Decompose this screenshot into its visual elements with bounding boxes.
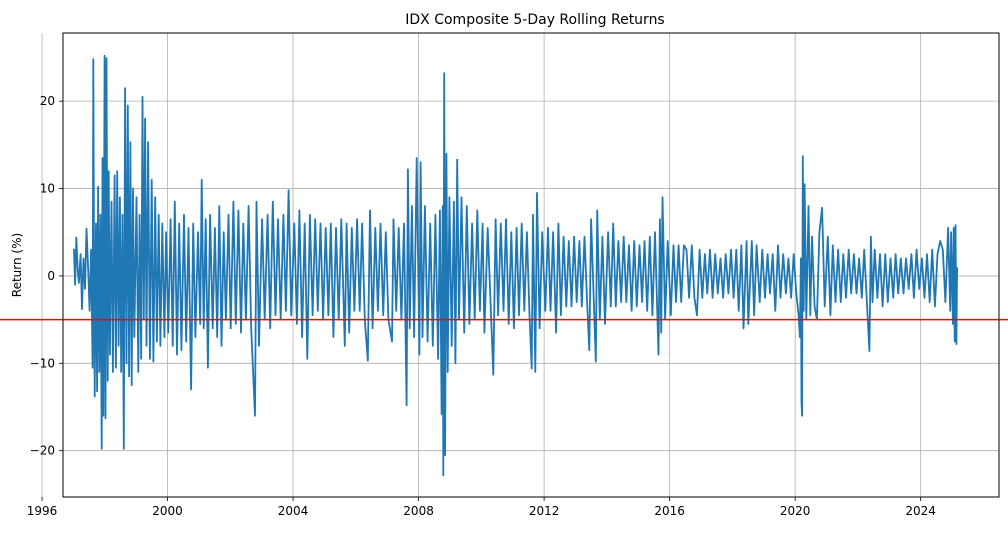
x-tick-label: 1996 (27, 504, 58, 518)
y-tick-label: −10 (30, 356, 55, 370)
y-tick-label: 0 (47, 269, 55, 283)
y-tick-label: 20 (40, 94, 55, 108)
y-axis: −20 −10 0 10 20 (30, 94, 63, 458)
y-tick-label: −20 (30, 444, 55, 458)
plot-area-frame (62, 32, 1000, 498)
x-tick-label: 2004 (278, 504, 309, 518)
chart-title: IDX Composite 5-Day Rolling Returns (405, 12, 664, 28)
x-tick-label: 2000 (152, 504, 183, 518)
x-axis: 1996 2000 2004 2008 2012 2016 2020 2024 (27, 497, 936, 518)
x-tick-label: 2016 (654, 504, 685, 518)
x-tick-label: 2008 (403, 504, 434, 518)
x-tick-label: 2012 (529, 504, 560, 518)
x-tick-label: 2024 (905, 504, 936, 518)
x-tick-label: 2020 (780, 504, 811, 518)
y-tick-label: 10 (40, 182, 55, 196)
y-axis-label: Return (%) (10, 233, 24, 297)
